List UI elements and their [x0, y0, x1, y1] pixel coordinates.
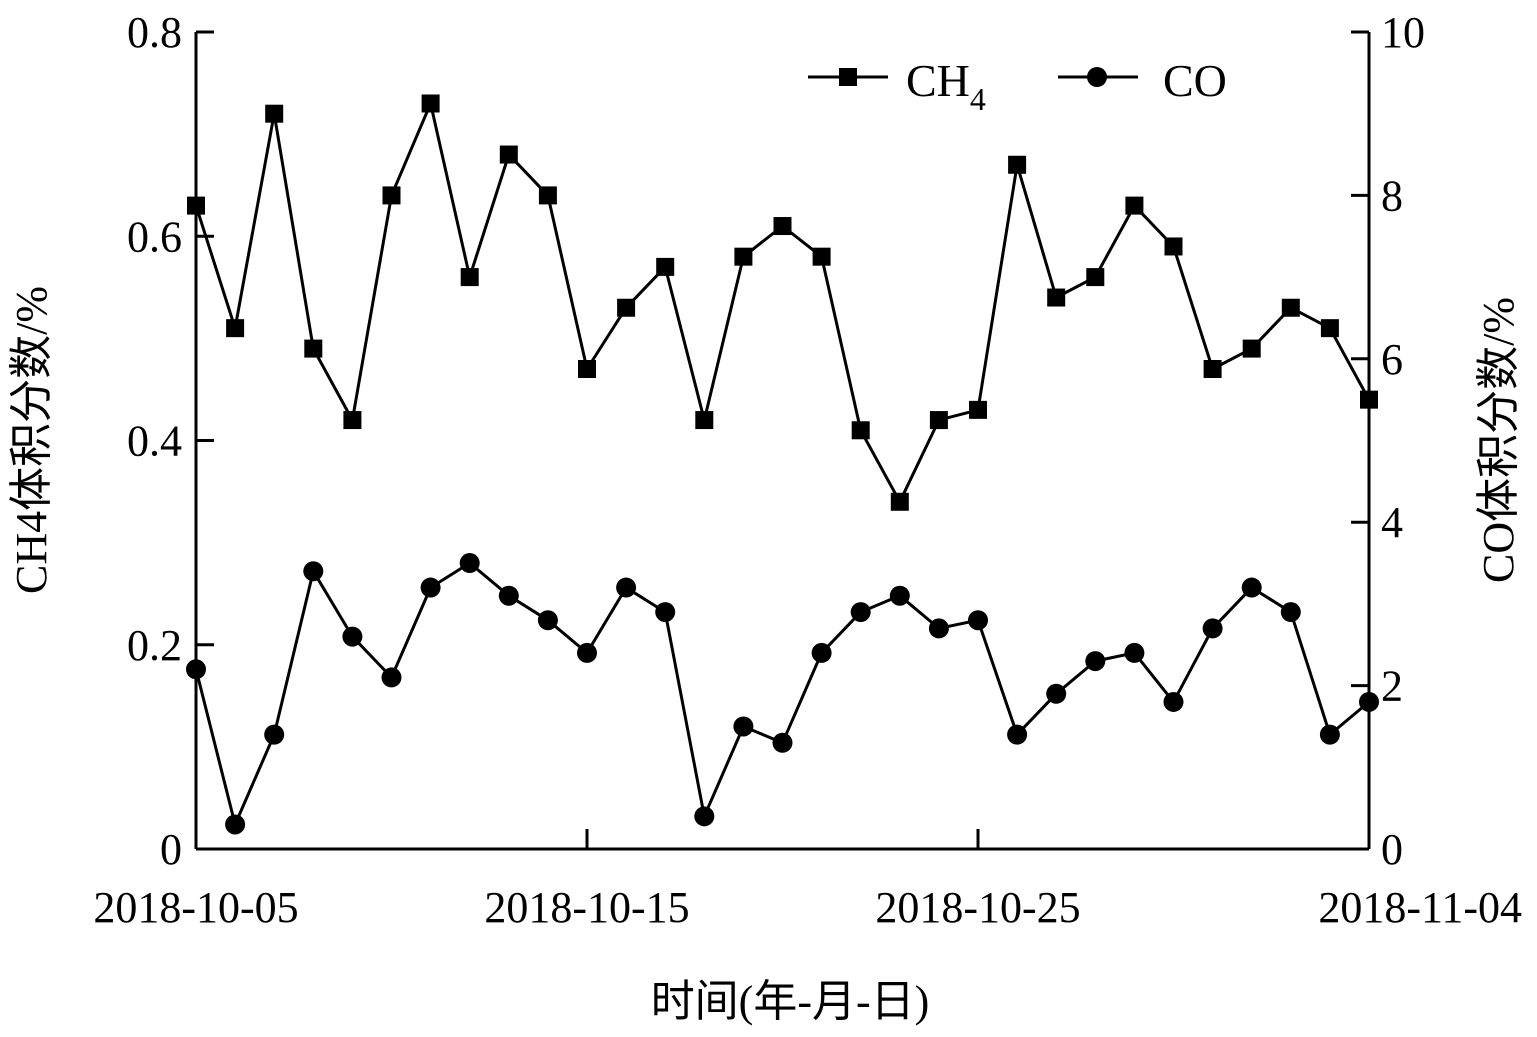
co-point: [928, 618, 949, 639]
co-point: [459, 553, 480, 574]
ch4-point: [304, 339, 323, 358]
ch4-point: [187, 196, 205, 215]
series-ch4: [187, 94, 1378, 511]
x-tick-label: 2018-10-05: [93, 883, 298, 932]
co-point: [1319, 724, 1340, 745]
ch4-point: [1008, 155, 1027, 174]
co-point: [616, 577, 637, 598]
co-point: [694, 806, 715, 827]
ch4-point: [1360, 390, 1378, 409]
co-point: [186, 659, 206, 680]
co-point: [577, 642, 597, 663]
legend-ch4-name: CH: [906, 55, 970, 106]
co-point: [1085, 651, 1106, 672]
y-right-tick-label: 0: [1381, 825, 1403, 874]
co-point: [1046, 683, 1067, 704]
co-point: [303, 561, 324, 582]
co-point: [733, 716, 754, 737]
ch4-point: [343, 411, 362, 430]
ch4-point: [812, 247, 831, 266]
ch4-point: [460, 268, 479, 287]
co-point: [1007, 724, 1028, 745]
series-co: [186, 553, 1379, 835]
x-tick-label: 2018-11-04: [1318, 883, 1522, 932]
co-point: [1359, 691, 1379, 712]
legend-ch4-label: CH4: [906, 55, 986, 117]
ch4-point: [890, 492, 909, 511]
co-point: [811, 642, 832, 663]
co-point: [968, 610, 988, 631]
series-line-ch4: [194, 102, 1371, 504]
axes: 0 0.2 0.4 0.6 0.8 0 2 4 6 8 10 2018-10-05 2018-10-15…: [93, 8, 1522, 932]
legend-ch4-marker: [839, 68, 857, 86]
ch4-point: [226, 319, 245, 338]
co-point: [264, 724, 285, 745]
ch4-point: [1242, 339, 1261, 358]
y-right-tick-label: 6: [1381, 335, 1403, 384]
ch4-point: [617, 298, 636, 317]
co-point: [1163, 691, 1184, 712]
ch4-point: [929, 411, 948, 430]
co-point: [655, 602, 676, 623]
ch4-point: [499, 145, 518, 164]
ch4-point: [695, 411, 714, 430]
ch4-point: [1320, 319, 1339, 338]
co-point: [1202, 618, 1223, 639]
ch4-point: [421, 94, 440, 113]
co-point: [1280, 602, 1301, 623]
ch4-point: [734, 247, 753, 266]
legend-co-marker: [1087, 67, 1107, 87]
co-point: [498, 585, 519, 606]
ch4-point: [578, 360, 596, 379]
x-tick-label: 2018-10-25: [875, 883, 1080, 932]
ch4-point: [969, 400, 987, 419]
legend-ch4-subscript: 4: [970, 81, 986, 117]
y-right-tick-label: 10: [1381, 8, 1425, 57]
ch4-point: [1086, 268, 1105, 287]
series-layer: [186, 94, 1379, 835]
co-point: [381, 667, 402, 688]
ch4-point: [1281, 298, 1300, 317]
ch4-point: [382, 186, 401, 205]
y-right-tick-label: 4: [1381, 498, 1403, 547]
ch4-point: [1125, 196, 1144, 215]
legend-co-label: CO: [1163, 55, 1227, 106]
ch4-point: [851, 421, 870, 440]
labels: 时间(年-月-日) CH4体积分数/% CO体积分数/%: [7, 286, 1523, 1026]
co-point: [772, 732, 793, 753]
ch4-point: [265, 104, 284, 123]
co-point: [420, 577, 441, 598]
series-line-co: [194, 561, 1370, 826]
y-axis-left-title: CH4体积分数/%: [7, 286, 56, 594]
co-point: [1124, 642, 1145, 663]
co-point: [1241, 577, 1262, 598]
x-tick-label: 2018-10-15: [484, 883, 689, 932]
x-axis-title: 时间(年-月-日): [651, 977, 930, 1026]
co-point: [889, 585, 910, 606]
y-right-tick-label: 2: [1381, 662, 1403, 711]
y-left-tick-label: 0.4: [127, 417, 182, 466]
y-left-tick-label: 0: [160, 825, 182, 874]
legend: CH4 CO: [808, 55, 1227, 117]
ch4-point: [1203, 360, 1222, 379]
y-left-tick-label: 0.6: [127, 212, 182, 261]
y-axis-right-title: CO体积分数/%: [1474, 297, 1523, 583]
ch4-point: [1164, 237, 1183, 256]
ch4-point: [538, 186, 557, 205]
ch4-point: [656, 257, 675, 276]
co-point: [225, 814, 246, 835]
y-right-tick-label: 8: [1381, 171, 1403, 220]
co-point: [850, 602, 871, 623]
y-left-tick-label: 0.2: [127, 621, 182, 670]
co-point: [342, 626, 363, 647]
ch4-point: [1047, 288, 1066, 307]
ch4-point: [773, 217, 792, 236]
y-left-tick-label: 0.8: [127, 8, 182, 57]
co-point: [537, 610, 558, 631]
